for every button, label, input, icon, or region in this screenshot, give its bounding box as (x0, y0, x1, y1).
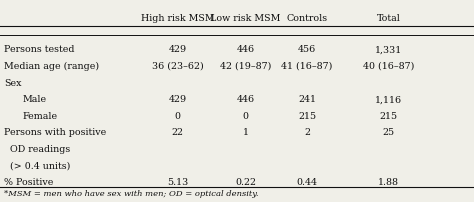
Text: Sex: Sex (4, 78, 21, 87)
Text: 0: 0 (175, 111, 181, 120)
Text: Total: Total (377, 14, 401, 23)
Text: 25: 25 (383, 128, 395, 137)
Text: OD readings: OD readings (4, 144, 70, 153)
Text: *MSM = men who have sex with men; OD = optical density.: *MSM = men who have sex with men; OD = o… (4, 189, 258, 197)
Text: 456: 456 (298, 45, 316, 54)
Text: 241: 241 (298, 95, 316, 104)
Text: 40 (16–87): 40 (16–87) (363, 62, 414, 70)
Text: Female: Female (23, 111, 58, 120)
Text: 429: 429 (169, 45, 187, 54)
Text: Low risk MSM: Low risk MSM (210, 14, 281, 23)
Text: 215: 215 (298, 111, 316, 120)
Text: 2: 2 (304, 128, 310, 137)
Text: High risk MSM: High risk MSM (141, 14, 215, 23)
Text: 0.22: 0.22 (235, 178, 256, 186)
Text: 42 (19–87): 42 (19–87) (220, 62, 271, 70)
Text: Persons with positive: Persons with positive (4, 128, 106, 137)
Text: 0.44: 0.44 (297, 178, 318, 186)
Text: 1.88: 1.88 (378, 178, 399, 186)
Text: 215: 215 (380, 111, 398, 120)
Text: 1,331: 1,331 (375, 45, 402, 54)
Text: 446: 446 (237, 95, 255, 104)
Text: Controls: Controls (287, 14, 328, 23)
Text: 22: 22 (172, 128, 184, 137)
Text: (> 0.4 units): (> 0.4 units) (4, 161, 70, 170)
Text: Male: Male (23, 95, 47, 104)
Text: % Positive: % Positive (4, 178, 53, 186)
Text: 36 (23–62): 36 (23–62) (152, 62, 204, 70)
Text: 446: 446 (237, 45, 255, 54)
Text: 1: 1 (243, 128, 248, 137)
Text: 1,116: 1,116 (375, 95, 402, 104)
Text: Median age (range): Median age (range) (4, 62, 99, 70)
Text: 41 (16–87): 41 (16–87) (282, 62, 333, 70)
Text: 0: 0 (243, 111, 248, 120)
Text: 429: 429 (169, 95, 187, 104)
Text: 5.13: 5.13 (167, 178, 188, 186)
Text: Persons tested: Persons tested (4, 45, 74, 54)
